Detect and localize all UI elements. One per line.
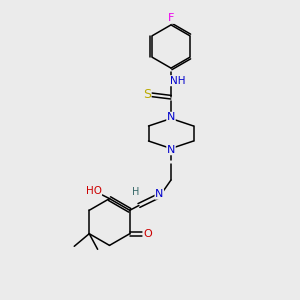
Text: O: O [143, 229, 152, 239]
Text: S: S [143, 88, 151, 101]
Text: N: N [167, 145, 175, 155]
Text: HO: HO [85, 185, 102, 196]
Text: N: N [167, 112, 175, 122]
Text: F: F [168, 13, 174, 23]
Text: N: N [155, 189, 164, 199]
Text: H: H [132, 187, 139, 197]
Text: NH: NH [170, 76, 185, 86]
